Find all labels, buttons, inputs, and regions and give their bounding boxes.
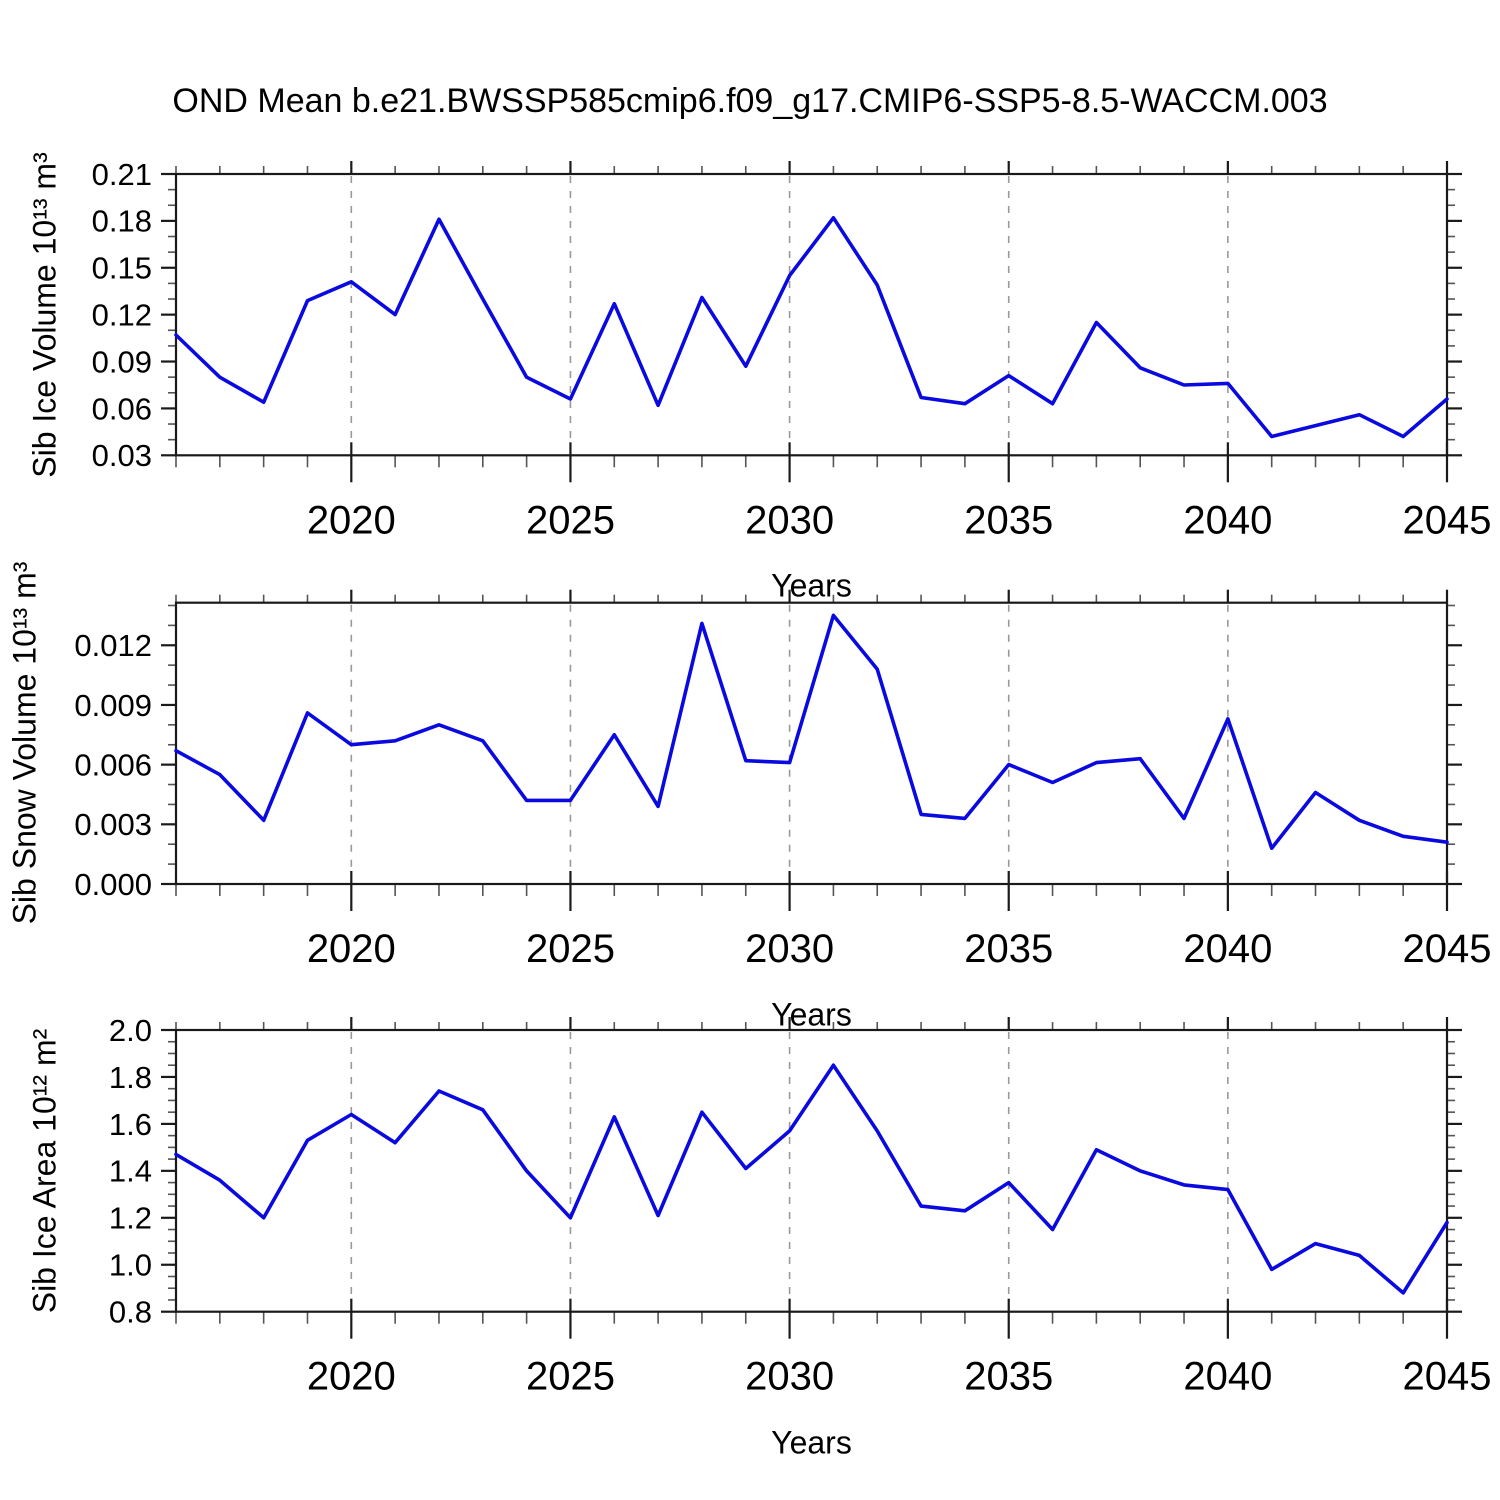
y-tick-label: 1.2 (109, 1201, 152, 1236)
y-tick-label: 0.03 (92, 438, 152, 473)
x-tick-label: 2040 (1183, 1355, 1272, 1399)
x-tick-label: 2035 (964, 927, 1053, 971)
y-tick-label: 0.003 (74, 807, 152, 842)
plot-border (174, 1028, 1449, 1313)
y-tick-label: 0.000 (74, 867, 152, 902)
y-tick-label: 0.009 (74, 688, 152, 723)
x-tick-label: 2030 (745, 927, 834, 971)
y-tick-label: 1.8 (109, 1060, 152, 1095)
y-tick-label: 0.21 (92, 157, 152, 192)
plot-border (174, 172, 1449, 457)
y-axis-label-ice-volume: Sib Ice Volume 10¹³ m³ (26, 151, 63, 478)
x-axis-label-years-panel1: Years (771, 567, 852, 604)
x-tick-label: 2040 (1183, 498, 1272, 542)
x-tick-label: 2020 (307, 498, 396, 542)
y-tick-label: 0.06 (92, 391, 152, 426)
x-tick-label: 2035 (964, 498, 1053, 542)
x-tick-label: 2040 (1183, 927, 1272, 971)
y-tick-label: 0.8 (109, 1295, 152, 1330)
plot-border (174, 601, 1449, 886)
x-tick-label: 2045 (1403, 927, 1492, 971)
x-tick-label: 2030 (745, 498, 834, 542)
x-tick-label: 2020 (307, 927, 396, 971)
chart-title: OND Mean b.e21.BWSSP585cmip6.f09_g17.CMI… (172, 82, 1328, 120)
x-tick-label: 2020 (307, 1355, 396, 1399)
x-tick-label: 2025 (526, 927, 615, 971)
y-tick-label: 0.15 (92, 251, 152, 286)
y-tick-label: 0.12 (92, 298, 152, 333)
y-tick-label: 1.0 (109, 1248, 152, 1283)
x-axis-label-years-panel3: Years (771, 1424, 852, 1461)
x-axis-label-years-panel2: Years (771, 996, 852, 1033)
x-tick-label: 2045 (1403, 498, 1492, 542)
y-axis-label-snow-volume: Sib Snow Volume 10¹³ m³ (6, 561, 43, 925)
x-tick-label: 2025 (526, 498, 615, 542)
y-tick-label: 0.012 (74, 628, 152, 663)
series-line (174, 1063, 1449, 1295)
x-tick-label: 2035 (964, 1355, 1053, 1399)
series-line (174, 216, 1449, 439)
x-tick-label: 2045 (1403, 1355, 1492, 1399)
y-tick-label: 0.18 (92, 204, 152, 239)
series-line (174, 613, 1449, 851)
y-tick-label: 1.4 (109, 1154, 152, 1189)
y-tick-label: 2.0 (109, 1013, 152, 1048)
x-tick-label: 2030 (745, 1355, 834, 1399)
y-tick-label: 0.006 (74, 747, 152, 782)
y-tick-label: 0.09 (92, 344, 152, 379)
y-tick-label: 1.6 (109, 1107, 152, 1142)
x-tick-label: 2025 (526, 1355, 615, 1399)
y-axis-label-ice-area: Sib Ice Area 10¹² m² (26, 1028, 63, 1314)
